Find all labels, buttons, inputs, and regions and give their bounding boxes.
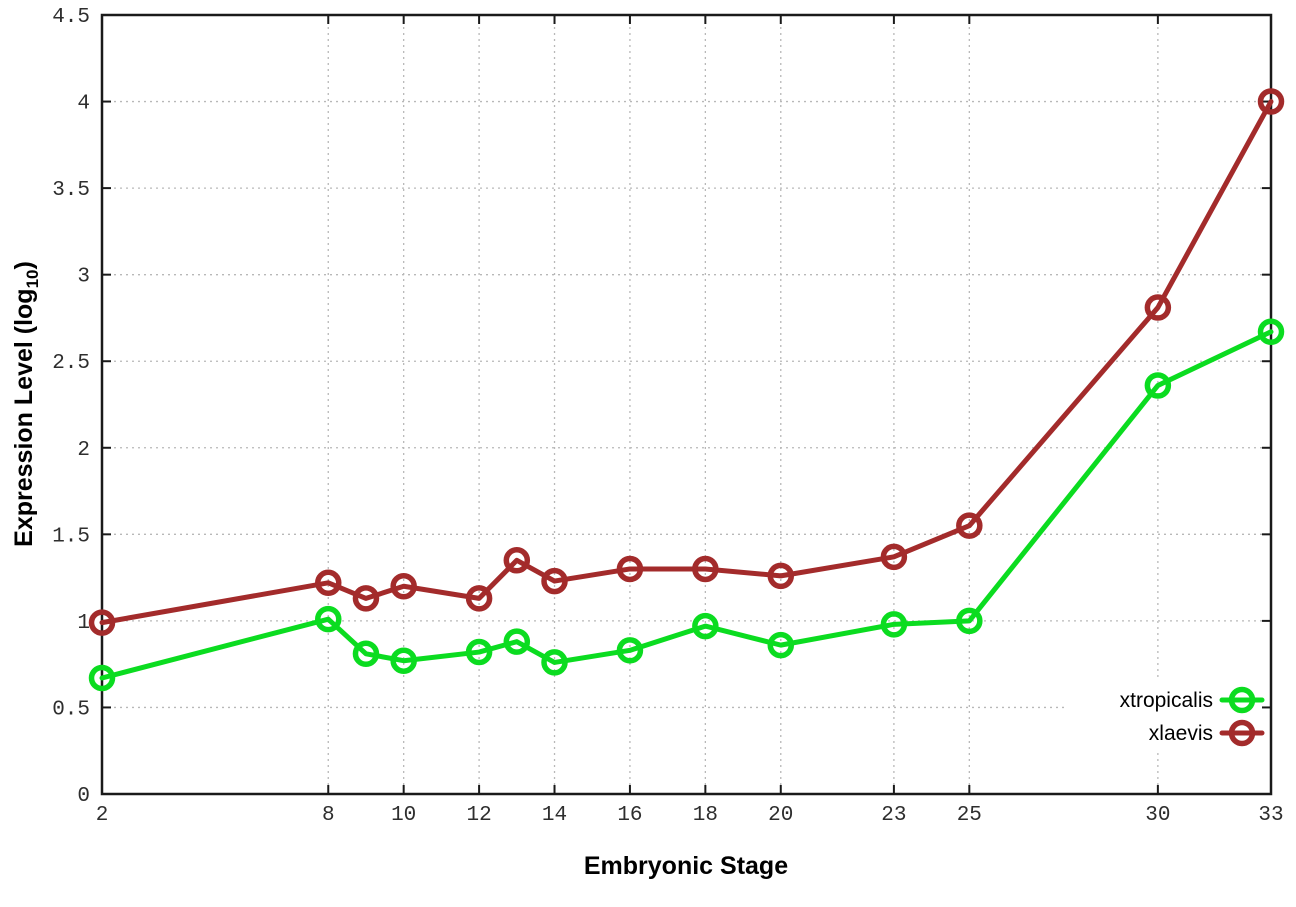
y-tick-label: 1 xyxy=(77,612,90,635)
y-tick-label: 2 xyxy=(77,439,90,462)
xtropicalis-marker xyxy=(503,628,531,655)
xtropicalis-marker xyxy=(465,638,493,666)
x-tick-label: 2 xyxy=(96,804,109,827)
plot-border xyxy=(100,13,1273,796)
xlaevis-marker xyxy=(390,573,417,600)
xtropicalis-marker xyxy=(541,649,568,676)
axis-tick-labels: 2 8 10 12 14 16 18 20 23 25 30 33 0 0.5 1 1.5 2 2.5 3 3.5 4 4… xyxy=(52,6,1283,827)
legend-item-xlaevis: xlaevis xyxy=(1149,719,1265,747)
xlaevis-marker xyxy=(315,569,342,597)
xlaevis-line xyxy=(99,99,1274,626)
y-tick-label: 2.5 xyxy=(52,352,90,375)
y-tick-label: 3 xyxy=(77,266,90,289)
y-tick-label: 0 xyxy=(77,785,90,808)
y-axis-title: Expression Level (log10) xyxy=(10,261,42,547)
legend-item-xtropicalis: xtropicalis xyxy=(1120,686,1265,714)
x-tick-label: 25 xyxy=(957,804,982,827)
x-tick-label: 14 xyxy=(542,804,567,827)
y-tick-label: 4 xyxy=(77,93,90,116)
legend-marker-icon xyxy=(1228,719,1256,747)
y-tick-label: 0.5 xyxy=(52,698,90,721)
legend-label: xlaevis xyxy=(1149,722,1213,745)
xlaevis-marker xyxy=(956,512,983,539)
x-tick-label: 16 xyxy=(617,804,642,827)
y-tick-label: 4.5 xyxy=(52,6,90,29)
xlaevis-marker xyxy=(503,547,531,574)
legend-label: xtropicalis xyxy=(1120,689,1213,712)
x-tick-label: 33 xyxy=(1258,804,1283,827)
y-tick-label: 3.5 xyxy=(52,179,90,202)
xlaevis-marker xyxy=(616,555,644,583)
legend: xtropicalis xlaevis xyxy=(1120,686,1265,747)
x-tick-label: 23 xyxy=(881,804,906,827)
xtropicalis-marker xyxy=(692,612,719,640)
xlaevis-marker xyxy=(541,567,568,595)
xlaevis-marker xyxy=(1144,294,1172,321)
x-axis-title: Embryonic Stage xyxy=(584,852,788,880)
xlaevis-marker xyxy=(767,562,795,590)
xtropicalis-marker xyxy=(956,607,983,635)
xlaevis-marker xyxy=(692,555,719,583)
xtropicalis-marker xyxy=(1257,318,1285,346)
xtropicalis-marker xyxy=(767,631,795,659)
xtropicalis-marker xyxy=(616,637,644,664)
legend-marker-icon xyxy=(1228,686,1256,714)
xtropicalis-marker xyxy=(880,611,908,638)
x-tick-label: 18 xyxy=(693,804,718,827)
xtropicalis-marker xyxy=(352,640,380,668)
xlaevis-marker xyxy=(88,609,116,636)
x-tick-label: 10 xyxy=(391,804,416,827)
gridlines xyxy=(102,15,1271,794)
x-tick-label: 8 xyxy=(322,804,335,827)
xtropicalis-marker xyxy=(315,605,342,633)
xtropicalis-line xyxy=(99,329,1274,681)
xlaevis-marker xyxy=(880,543,908,571)
xtropicalis-marker xyxy=(88,664,116,692)
xlaevis-marker xyxy=(352,585,380,612)
axis-ticks xyxy=(101,14,1272,795)
xlaevis-marker xyxy=(465,585,493,612)
x-tick-label: 20 xyxy=(768,804,793,827)
x-tick-label: 30 xyxy=(1145,804,1170,827)
y-tick-label: 1.5 xyxy=(52,525,90,548)
x-tick-label: 12 xyxy=(466,804,491,827)
xlaevis-marker xyxy=(1257,88,1285,115)
series-lines xyxy=(88,88,1285,692)
xtropicalis-marker xyxy=(1144,372,1172,399)
xtropicalis-marker xyxy=(390,647,417,674)
